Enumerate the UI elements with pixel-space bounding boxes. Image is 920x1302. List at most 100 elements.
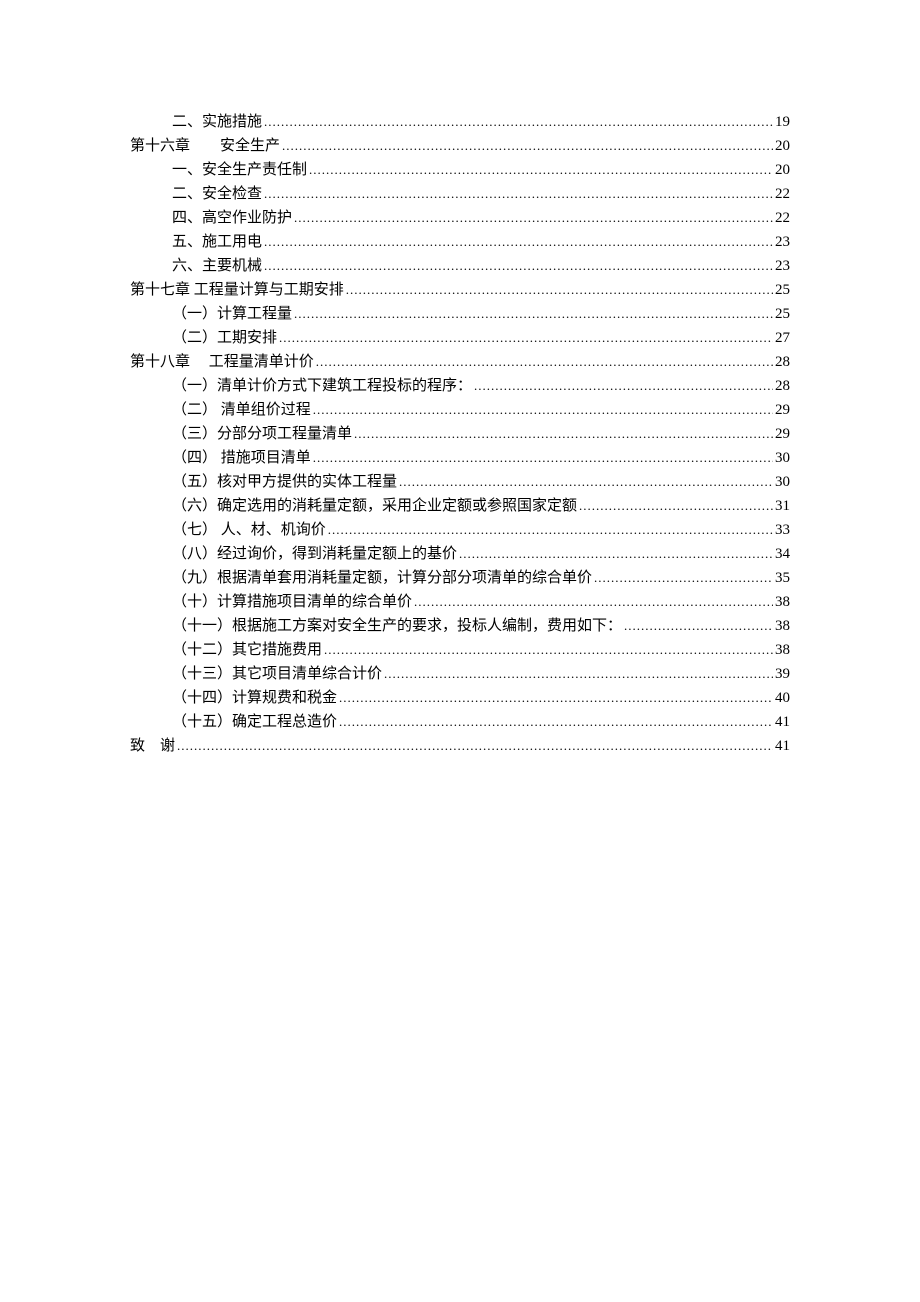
toc-dots — [313, 446, 773, 470]
toc-dots — [328, 518, 773, 542]
toc-dots — [294, 206, 773, 230]
toc-title: 二、安全检查 — [172, 182, 262, 206]
toc-page: 31 — [775, 494, 790, 518]
toc-title: （八）经过询价，得到消耗量定额上的基价 — [172, 542, 457, 566]
toc-entry: （十五）确定工程总造价 41 — [172, 710, 790, 734]
toc-page: 28 — [775, 350, 790, 374]
toc-entry: （三）分部分项工程量清单 29 — [172, 422, 790, 446]
toc-entry: 第十七章 工程量计算与工期安排 25 — [130, 278, 790, 302]
toc-page: 39 — [775, 662, 790, 686]
toc-page: 35 — [775, 566, 790, 590]
toc-dots — [279, 326, 773, 350]
toc-title: 五、施工用电 — [172, 230, 262, 254]
toc-entry: （九）根据清单套用消耗量定额，计算分部分项清单的综合单价 35 — [172, 566, 790, 590]
toc-dots — [309, 158, 773, 182]
toc-title: 第十八章 工程量清单计价 — [130, 350, 314, 374]
toc-title: （九）根据清单套用消耗量定额，计算分部分项清单的综合单价 — [172, 566, 592, 590]
toc-dots — [474, 374, 773, 398]
toc-entry: （十四）计算规费和税金 40 — [172, 686, 790, 710]
toc-page: 23 — [775, 254, 790, 278]
toc-entry: 第十六章 安全生产 20 — [130, 134, 790, 158]
toc-page: 22 — [775, 206, 790, 230]
toc-dots — [316, 350, 773, 374]
toc-entry: （八）经过询价，得到消耗量定额上的基价 34 — [172, 542, 790, 566]
toc-page: 38 — [775, 638, 790, 662]
toc-page: 30 — [775, 446, 790, 470]
toc-title: （一）计算工程量 — [172, 302, 292, 326]
toc-entry: 二、安全检查 22 — [172, 182, 790, 206]
toc-page: 19 — [775, 110, 790, 134]
toc-page: 41 — [775, 734, 790, 758]
toc-dots — [384, 662, 773, 686]
toc-title: 四、高空作业防护 — [172, 206, 292, 230]
toc-dots — [346, 278, 773, 302]
toc-title: （三）分部分项工程量清单 — [172, 422, 352, 446]
toc-entry: （十一）根据施工方案对安全生产的要求，投标人编制，费用如下： 38 — [172, 614, 790, 638]
toc-dots — [459, 542, 773, 566]
toc-page: 38 — [775, 614, 790, 638]
toc-entry: （二）工期安排 27 — [172, 326, 790, 350]
toc-dots — [264, 230, 773, 254]
toc-dots — [264, 182, 773, 206]
toc-page: 25 — [775, 302, 790, 326]
toc-dots — [313, 398, 773, 422]
toc-title: （十四）计算规费和税金 — [172, 686, 337, 710]
toc-title: （十一）根据施工方案对安全生产的要求，投标人编制，费用如下： — [172, 614, 622, 638]
toc-title: （七） 人、材、机询价 — [172, 518, 326, 542]
toc-entry: （十三）其它项目清单综合计价 39 — [172, 662, 790, 686]
toc-title: （十二）其它措施费用 — [172, 638, 322, 662]
toc-title: （一）清单计价方式下建筑工程投标的程序： — [172, 374, 472, 398]
toc-title: （二） 清单组价过程 — [172, 398, 311, 422]
toc-dots — [354, 422, 773, 446]
toc-dots — [339, 686, 773, 710]
toc-page: 29 — [775, 398, 790, 422]
toc-page: 28 — [775, 374, 790, 398]
toc-title: 一、安全生产责任制 — [172, 158, 307, 182]
toc-page: 34 — [775, 542, 790, 566]
toc-title: （六）确定选用的消耗量定额，采用企业定额或参照国家定额 — [172, 494, 577, 518]
toc-dots — [339, 710, 773, 734]
toc-entry: 致 谢 41 — [130, 734, 790, 758]
toc-page: 30 — [775, 470, 790, 494]
toc-entry: （十）计算措施项目清单的综合单价 38 — [172, 590, 790, 614]
toc-entry: 一、安全生产责任制 20 — [172, 158, 790, 182]
toc-dots — [579, 494, 773, 518]
toc-dots — [264, 110, 773, 134]
toc-title: 六、主要机械 — [172, 254, 262, 278]
toc-dots — [264, 254, 773, 278]
toc-title: 第十七章 工程量计算与工期安排 — [130, 278, 344, 302]
toc-title: （五）核对甲方提供的实体工程量 — [172, 470, 397, 494]
toc-dots — [282, 134, 773, 158]
toc-page: 41 — [775, 710, 790, 734]
toc-title: （十三）其它项目清单综合计价 — [172, 662, 382, 686]
toc-entry: 二、实施措施 19 — [172, 110, 790, 134]
toc-entry: （一）清单计价方式下建筑工程投标的程序： 28 — [172, 374, 790, 398]
toc-entry: （五）核对甲方提供的实体工程量 30 — [172, 470, 790, 494]
toc-entry: （七） 人、材、机询价 33 — [172, 518, 790, 542]
toc-entry: 六、主要机械 23 — [172, 254, 790, 278]
toc-dots — [324, 638, 773, 662]
toc-entry: （一）计算工程量 25 — [172, 302, 790, 326]
toc-page: 38 — [775, 590, 790, 614]
toc-title: 二、实施措施 — [172, 110, 262, 134]
toc-page: 23 — [775, 230, 790, 254]
toc-entry: 四、高空作业防护 22 — [172, 206, 790, 230]
toc-entry: 五、施工用电 23 — [172, 230, 790, 254]
toc-title: （十）计算措施项目清单的综合单价 — [172, 590, 412, 614]
toc-entry: （六）确定选用的消耗量定额，采用企业定额或参照国家定额 31 — [172, 494, 790, 518]
toc-page: 29 — [775, 422, 790, 446]
toc-entry: （十二）其它措施费用 38 — [172, 638, 790, 662]
toc-entry: （二） 清单组价过程 29 — [172, 398, 790, 422]
toc-page: 33 — [775, 518, 790, 542]
toc-title: 致 谢 — [130, 734, 175, 758]
toc-dots — [624, 614, 773, 638]
toc-entry: （四） 措施项目清单 30 — [172, 446, 790, 470]
toc-page: 20 — [775, 134, 790, 158]
toc-dots — [177, 734, 773, 758]
toc-page: 40 — [775, 686, 790, 710]
toc-title: （二）工期安排 — [172, 326, 277, 350]
toc-page: 25 — [775, 278, 790, 302]
toc-page: 20 — [775, 158, 790, 182]
table-of-contents: 二、实施措施 19 第十六章 安全生产 20 一、安全生产责任制 20 二、安全… — [130, 110, 790, 758]
toc-title: （四） 措施项目清单 — [172, 446, 311, 470]
